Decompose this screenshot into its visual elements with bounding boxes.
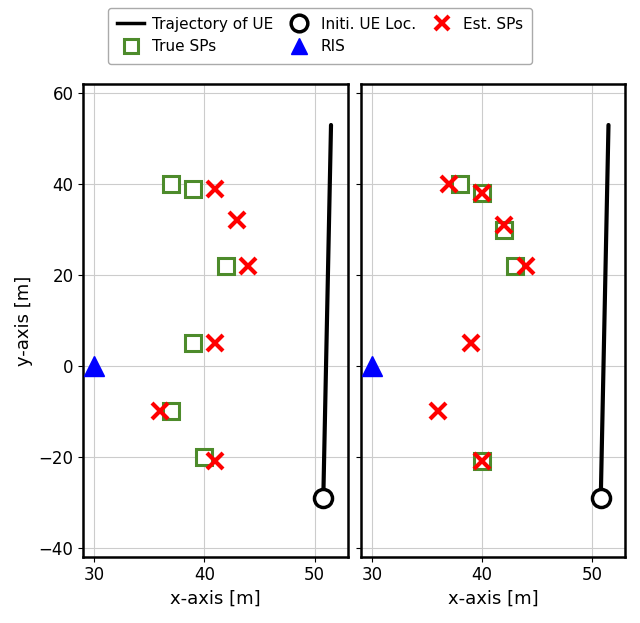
Legend: Trajectory of UE, True SPs, Initi. UE Loc., RIS, Est. SPs: Trajectory of UE, True SPs, Initi. UE Lo… [108, 7, 532, 64]
X-axis label: x-axis [m]: x-axis [m] [170, 590, 260, 608]
Y-axis label: y-axis [m]: y-axis [m] [15, 275, 33, 366]
X-axis label: x-axis [m]: x-axis [m] [447, 590, 538, 608]
